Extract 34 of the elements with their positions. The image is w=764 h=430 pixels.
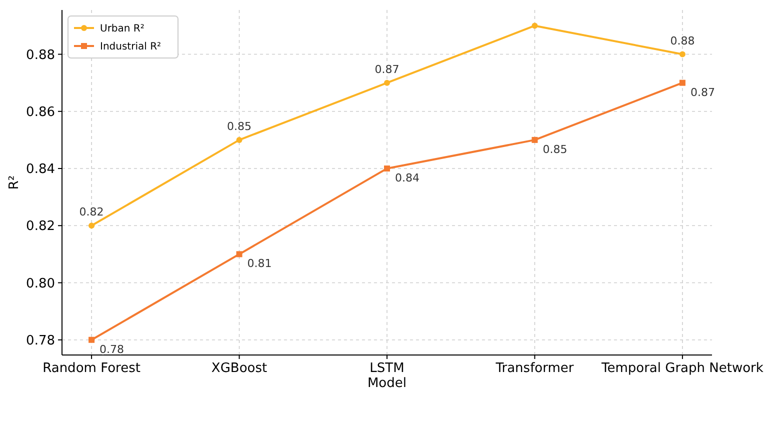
x-tick-label: Transformer xyxy=(494,361,574,376)
y-tick-label: 0.80 xyxy=(26,276,55,292)
point xyxy=(532,22,538,29)
data-label: 0.85 xyxy=(542,142,568,156)
point xyxy=(236,136,242,143)
y-axis-title: R² xyxy=(7,175,22,190)
data-label: 0.81 xyxy=(247,257,272,270)
data-label: 0.82 xyxy=(79,206,104,219)
point xyxy=(679,80,686,86)
x-axis-title: Model xyxy=(367,376,407,391)
point xyxy=(88,336,95,343)
point xyxy=(384,166,390,172)
data-label: 0.84 xyxy=(395,172,420,185)
data-label: 0.85 xyxy=(227,120,252,133)
data-label: 0.88 xyxy=(670,34,695,48)
x-tick-label: Temporal Graph Network xyxy=(600,361,764,376)
y-tick-label: 0.86 xyxy=(26,104,55,120)
x-tick-label: Random Forest xyxy=(42,361,140,376)
point xyxy=(236,251,242,258)
data-label: 0.87 xyxy=(374,62,400,76)
point xyxy=(88,222,95,229)
legend-label: Industrial R² xyxy=(100,42,162,52)
y-tick-label: 0.78 xyxy=(26,333,55,348)
point xyxy=(532,136,538,143)
x-tick-label: XGBoost xyxy=(211,361,268,376)
data-label: 0.87 xyxy=(690,86,715,99)
data-label: 0.78 xyxy=(100,342,124,356)
y-tick-label: 0.82 xyxy=(26,219,55,234)
point xyxy=(679,51,686,58)
y-tick-label: 0.88 xyxy=(26,48,55,63)
point xyxy=(384,80,390,86)
legend-label: Urban R² xyxy=(100,24,144,34)
x-tick-label: LSTM xyxy=(370,361,404,376)
y-tick-label: 0.84 xyxy=(26,162,55,178)
